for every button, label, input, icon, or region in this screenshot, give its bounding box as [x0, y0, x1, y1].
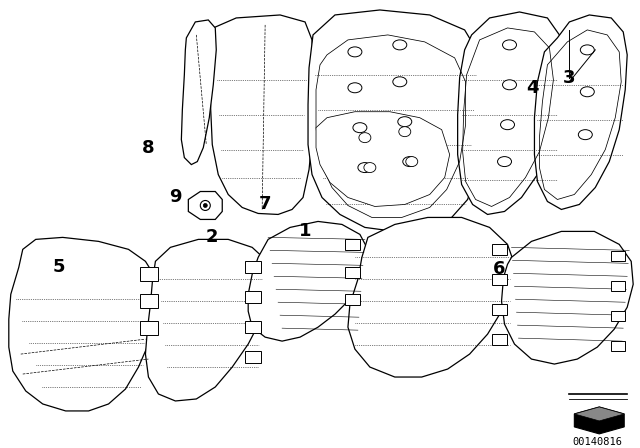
Bar	[611, 341, 625, 351]
Text: 6: 6	[493, 260, 506, 278]
Ellipse shape	[364, 163, 376, 172]
Ellipse shape	[502, 40, 516, 50]
Bar	[140, 267, 159, 281]
Ellipse shape	[497, 157, 511, 167]
Polygon shape	[534, 15, 627, 210]
Bar	[245, 321, 261, 333]
Polygon shape	[308, 10, 484, 232]
Bar	[611, 281, 625, 291]
Polygon shape	[211, 15, 314, 215]
Ellipse shape	[393, 77, 407, 87]
Polygon shape	[316, 112, 450, 207]
Bar	[611, 251, 625, 261]
Ellipse shape	[406, 157, 418, 167]
Ellipse shape	[500, 120, 515, 129]
Bar	[492, 244, 506, 255]
Ellipse shape	[502, 80, 516, 90]
Text: 00140816: 00140816	[572, 437, 622, 447]
Bar	[345, 267, 360, 278]
Bar	[492, 304, 506, 315]
Polygon shape	[248, 221, 368, 341]
Ellipse shape	[348, 47, 362, 57]
Bar	[611, 311, 625, 321]
Text: 4: 4	[526, 79, 539, 97]
Polygon shape	[574, 407, 624, 421]
Ellipse shape	[358, 163, 372, 172]
Text: 5: 5	[52, 258, 65, 276]
Text: 7: 7	[259, 195, 271, 214]
Polygon shape	[188, 191, 222, 220]
Ellipse shape	[353, 123, 367, 133]
Bar	[492, 274, 506, 285]
Bar	[245, 351, 261, 363]
Ellipse shape	[403, 157, 417, 167]
Bar	[345, 294, 360, 305]
Bar	[140, 321, 159, 335]
Polygon shape	[348, 217, 515, 377]
Text: 3: 3	[563, 69, 575, 87]
Polygon shape	[9, 237, 159, 411]
Text: 2: 2	[206, 228, 218, 246]
Polygon shape	[458, 12, 561, 215]
Ellipse shape	[579, 129, 592, 140]
Ellipse shape	[359, 133, 371, 142]
Ellipse shape	[200, 201, 211, 211]
Ellipse shape	[399, 127, 411, 137]
Bar	[492, 334, 506, 345]
Ellipse shape	[348, 83, 362, 93]
Bar	[345, 239, 360, 250]
Bar	[140, 294, 159, 308]
Bar	[245, 261, 261, 273]
Polygon shape	[181, 20, 216, 164]
Text: 1: 1	[299, 222, 311, 241]
Bar	[245, 291, 261, 303]
Ellipse shape	[204, 203, 207, 207]
Ellipse shape	[580, 87, 595, 97]
Polygon shape	[574, 407, 624, 434]
Polygon shape	[502, 232, 633, 364]
Text: 8: 8	[142, 138, 155, 157]
Ellipse shape	[398, 116, 412, 127]
Ellipse shape	[580, 45, 595, 55]
Ellipse shape	[393, 40, 407, 50]
Text: 9: 9	[169, 189, 182, 207]
Polygon shape	[145, 239, 270, 401]
